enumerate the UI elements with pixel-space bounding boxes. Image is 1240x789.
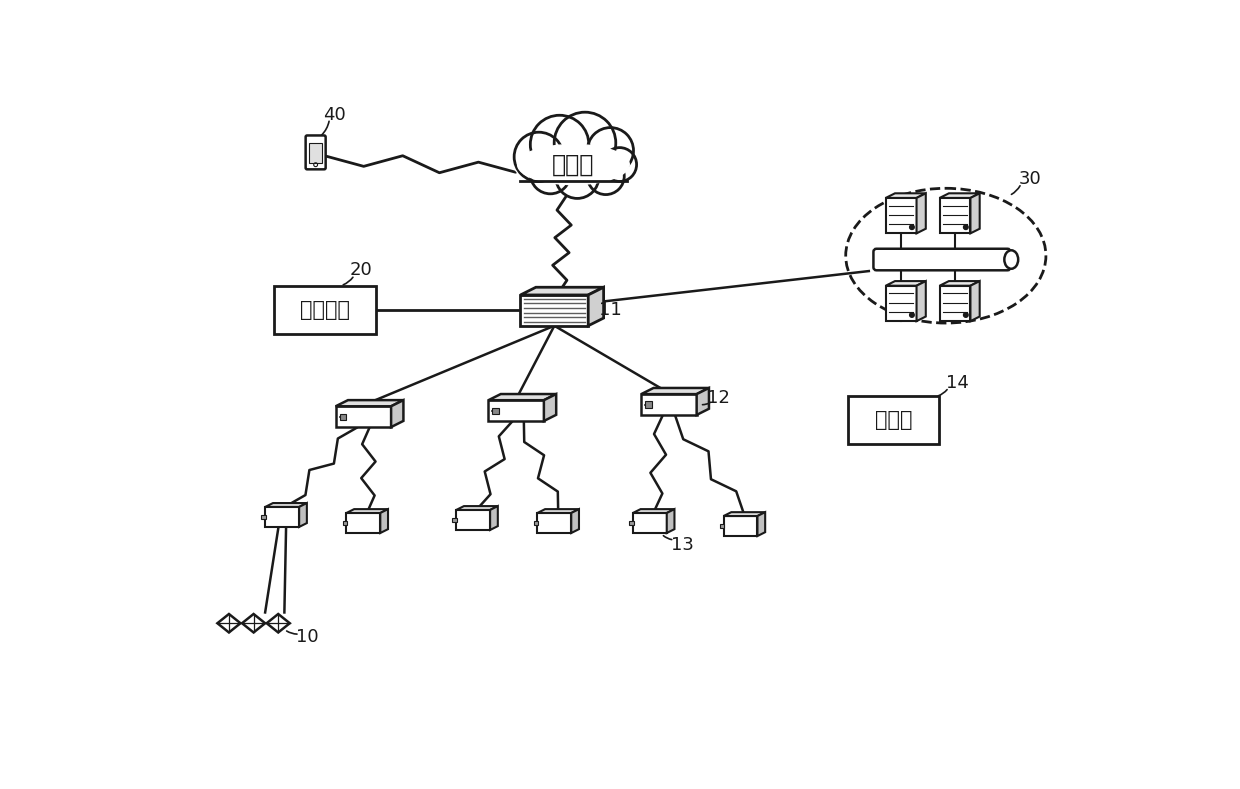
Polygon shape bbox=[336, 406, 391, 427]
Polygon shape bbox=[588, 287, 604, 326]
Polygon shape bbox=[265, 507, 299, 527]
Polygon shape bbox=[971, 193, 980, 234]
Polygon shape bbox=[299, 503, 306, 527]
Text: 40: 40 bbox=[324, 107, 346, 125]
Polygon shape bbox=[916, 193, 926, 234]
Polygon shape bbox=[521, 295, 588, 326]
Ellipse shape bbox=[1004, 250, 1018, 269]
FancyBboxPatch shape bbox=[873, 249, 1011, 271]
Polygon shape bbox=[489, 400, 544, 421]
Circle shape bbox=[556, 155, 599, 198]
Polygon shape bbox=[544, 394, 557, 421]
Circle shape bbox=[910, 312, 914, 317]
Polygon shape bbox=[641, 394, 697, 415]
Polygon shape bbox=[456, 506, 497, 510]
Text: 11: 11 bbox=[599, 301, 621, 320]
Polygon shape bbox=[632, 509, 675, 513]
Text: 消防系统: 消防系统 bbox=[300, 301, 350, 320]
Polygon shape bbox=[724, 516, 758, 536]
Polygon shape bbox=[336, 400, 403, 406]
Polygon shape bbox=[572, 509, 579, 533]
Bar bbox=[645, 402, 652, 408]
Polygon shape bbox=[724, 512, 765, 516]
Polygon shape bbox=[916, 281, 926, 321]
Polygon shape bbox=[537, 513, 572, 533]
Bar bbox=[533, 521, 538, 525]
Polygon shape bbox=[217, 614, 241, 633]
Text: 10: 10 bbox=[296, 628, 319, 646]
Circle shape bbox=[963, 312, 968, 317]
Polygon shape bbox=[667, 509, 675, 533]
FancyBboxPatch shape bbox=[305, 136, 326, 170]
Text: 14: 14 bbox=[946, 374, 968, 392]
Text: 12: 12 bbox=[707, 389, 730, 407]
Polygon shape bbox=[346, 513, 381, 533]
Polygon shape bbox=[940, 198, 971, 234]
Polygon shape bbox=[391, 400, 403, 427]
Ellipse shape bbox=[513, 141, 634, 188]
Circle shape bbox=[531, 115, 589, 174]
Polygon shape bbox=[310, 143, 322, 163]
Polygon shape bbox=[489, 394, 557, 400]
Polygon shape bbox=[697, 388, 709, 415]
Text: 互联网: 互联网 bbox=[552, 152, 595, 177]
Circle shape bbox=[603, 148, 636, 181]
Circle shape bbox=[554, 112, 616, 174]
Circle shape bbox=[515, 133, 563, 181]
Ellipse shape bbox=[517, 144, 629, 185]
Circle shape bbox=[531, 154, 570, 194]
Circle shape bbox=[963, 225, 968, 230]
Circle shape bbox=[588, 128, 634, 174]
Polygon shape bbox=[940, 193, 980, 198]
Bar bbox=[340, 413, 346, 420]
Polygon shape bbox=[521, 287, 604, 295]
Bar bbox=[848, 396, 939, 443]
Bar bbox=[262, 514, 267, 519]
Circle shape bbox=[588, 158, 624, 195]
Polygon shape bbox=[885, 198, 916, 234]
Polygon shape bbox=[940, 286, 971, 321]
Polygon shape bbox=[885, 193, 926, 198]
Polygon shape bbox=[242, 614, 265, 633]
Bar bbox=[492, 407, 500, 413]
Text: 30: 30 bbox=[1019, 170, 1042, 188]
Bar bbox=[274, 286, 376, 335]
Bar bbox=[629, 521, 634, 525]
Polygon shape bbox=[346, 509, 388, 513]
Circle shape bbox=[910, 225, 914, 230]
Text: 逆变器: 逆变器 bbox=[874, 409, 913, 430]
Polygon shape bbox=[537, 509, 579, 513]
Bar bbox=[719, 524, 724, 529]
Text: 20: 20 bbox=[350, 261, 372, 279]
Polygon shape bbox=[885, 286, 916, 321]
Bar bbox=[453, 518, 458, 522]
Text: 13: 13 bbox=[671, 536, 694, 554]
Polygon shape bbox=[632, 513, 667, 533]
Polygon shape bbox=[490, 506, 497, 530]
Polygon shape bbox=[265, 503, 306, 507]
Polygon shape bbox=[641, 388, 709, 394]
Bar bbox=[342, 521, 347, 525]
Polygon shape bbox=[381, 509, 388, 533]
Polygon shape bbox=[885, 281, 926, 286]
Polygon shape bbox=[758, 512, 765, 536]
Polygon shape bbox=[940, 281, 980, 286]
Polygon shape bbox=[456, 510, 490, 530]
Polygon shape bbox=[267, 614, 290, 633]
Polygon shape bbox=[971, 281, 980, 321]
